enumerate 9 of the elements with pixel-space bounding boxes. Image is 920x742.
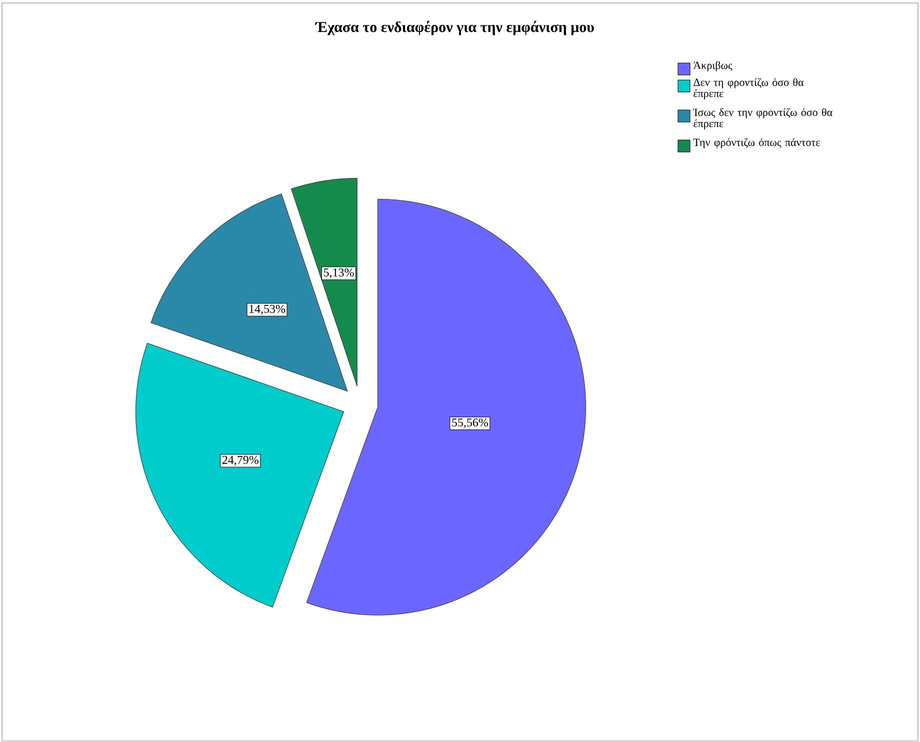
data-label: 5,13%: [324, 268, 354, 278]
legend-label: Ίσως δεν την φροντίζω όσο θα έπρεπε: [692, 108, 832, 130]
data-label: 55,56%: [452, 418, 488, 428]
data-label: 14,53%: [250, 304, 286, 315]
legend-label: Δεν τη φροντίζω όσο θα έπρεπε: [694, 78, 804, 100]
legend-label: Άκριβως: [693, 61, 732, 72]
data-label: 24,79%: [222, 456, 258, 466]
chart-title: Έχασα το ενδιαφέρον για την εμφάνιση μου: [314, 20, 594, 36]
legend-label: Την φρόντιζω όπως πάντοτε: [693, 138, 820, 148]
